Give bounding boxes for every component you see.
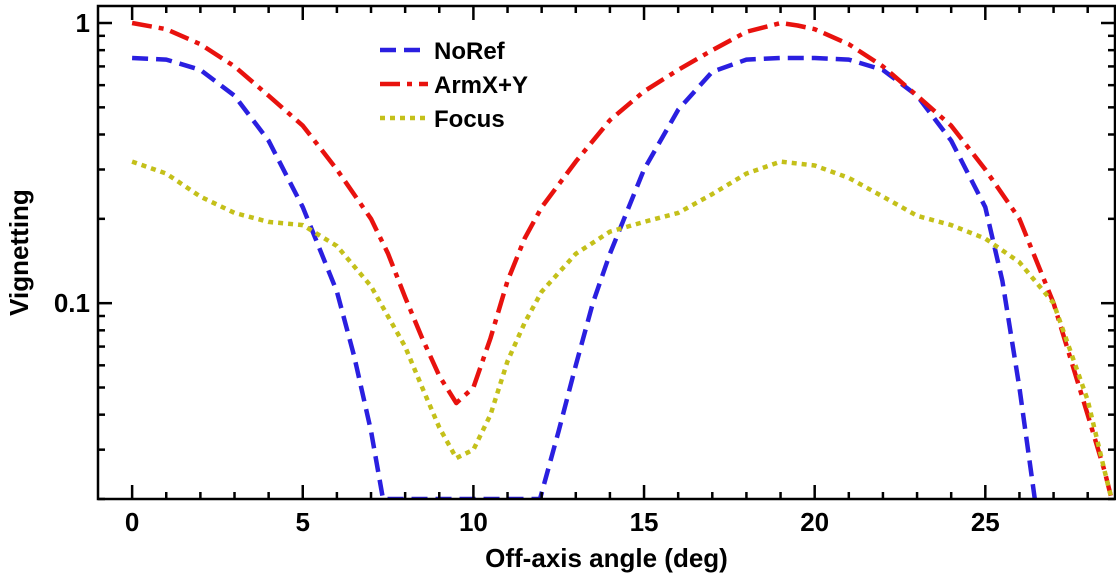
plot-frame bbox=[96, 4, 1116, 501]
series-line-noref bbox=[131, 55, 1038, 499]
y-axis-title: Vignetting bbox=[4, 189, 34, 316]
series-line-focus bbox=[131, 159, 1114, 499]
x-tick-label: 5 bbox=[296, 507, 310, 537]
legend: NoRef ArmX+Y Focus bbox=[380, 38, 528, 133]
y-tick-label: 0.1 bbox=[54, 288, 90, 318]
x-axis-title: Off-axis angle (deg) bbox=[485, 543, 728, 573]
legend-label: ArmX+Y bbox=[434, 72, 528, 99]
x-tick-label: 25 bbox=[971, 507, 1000, 537]
legend-label: NoRef bbox=[434, 38, 506, 65]
y-tick-label: 1 bbox=[76, 8, 90, 38]
series-line-armx-y bbox=[131, 20, 1114, 499]
x-tick-label: 10 bbox=[459, 507, 488, 537]
x-tick-label: 0 bbox=[125, 507, 139, 537]
x-tick-label: 15 bbox=[630, 507, 659, 537]
x-tick-label: 20 bbox=[800, 507, 829, 537]
tick-label-layer: 0 5 10 15 20 25 0.1 1 bbox=[54, 8, 1000, 537]
legend-label: Focus bbox=[434, 106, 505, 133]
series-layer bbox=[131, 20, 1114, 499]
